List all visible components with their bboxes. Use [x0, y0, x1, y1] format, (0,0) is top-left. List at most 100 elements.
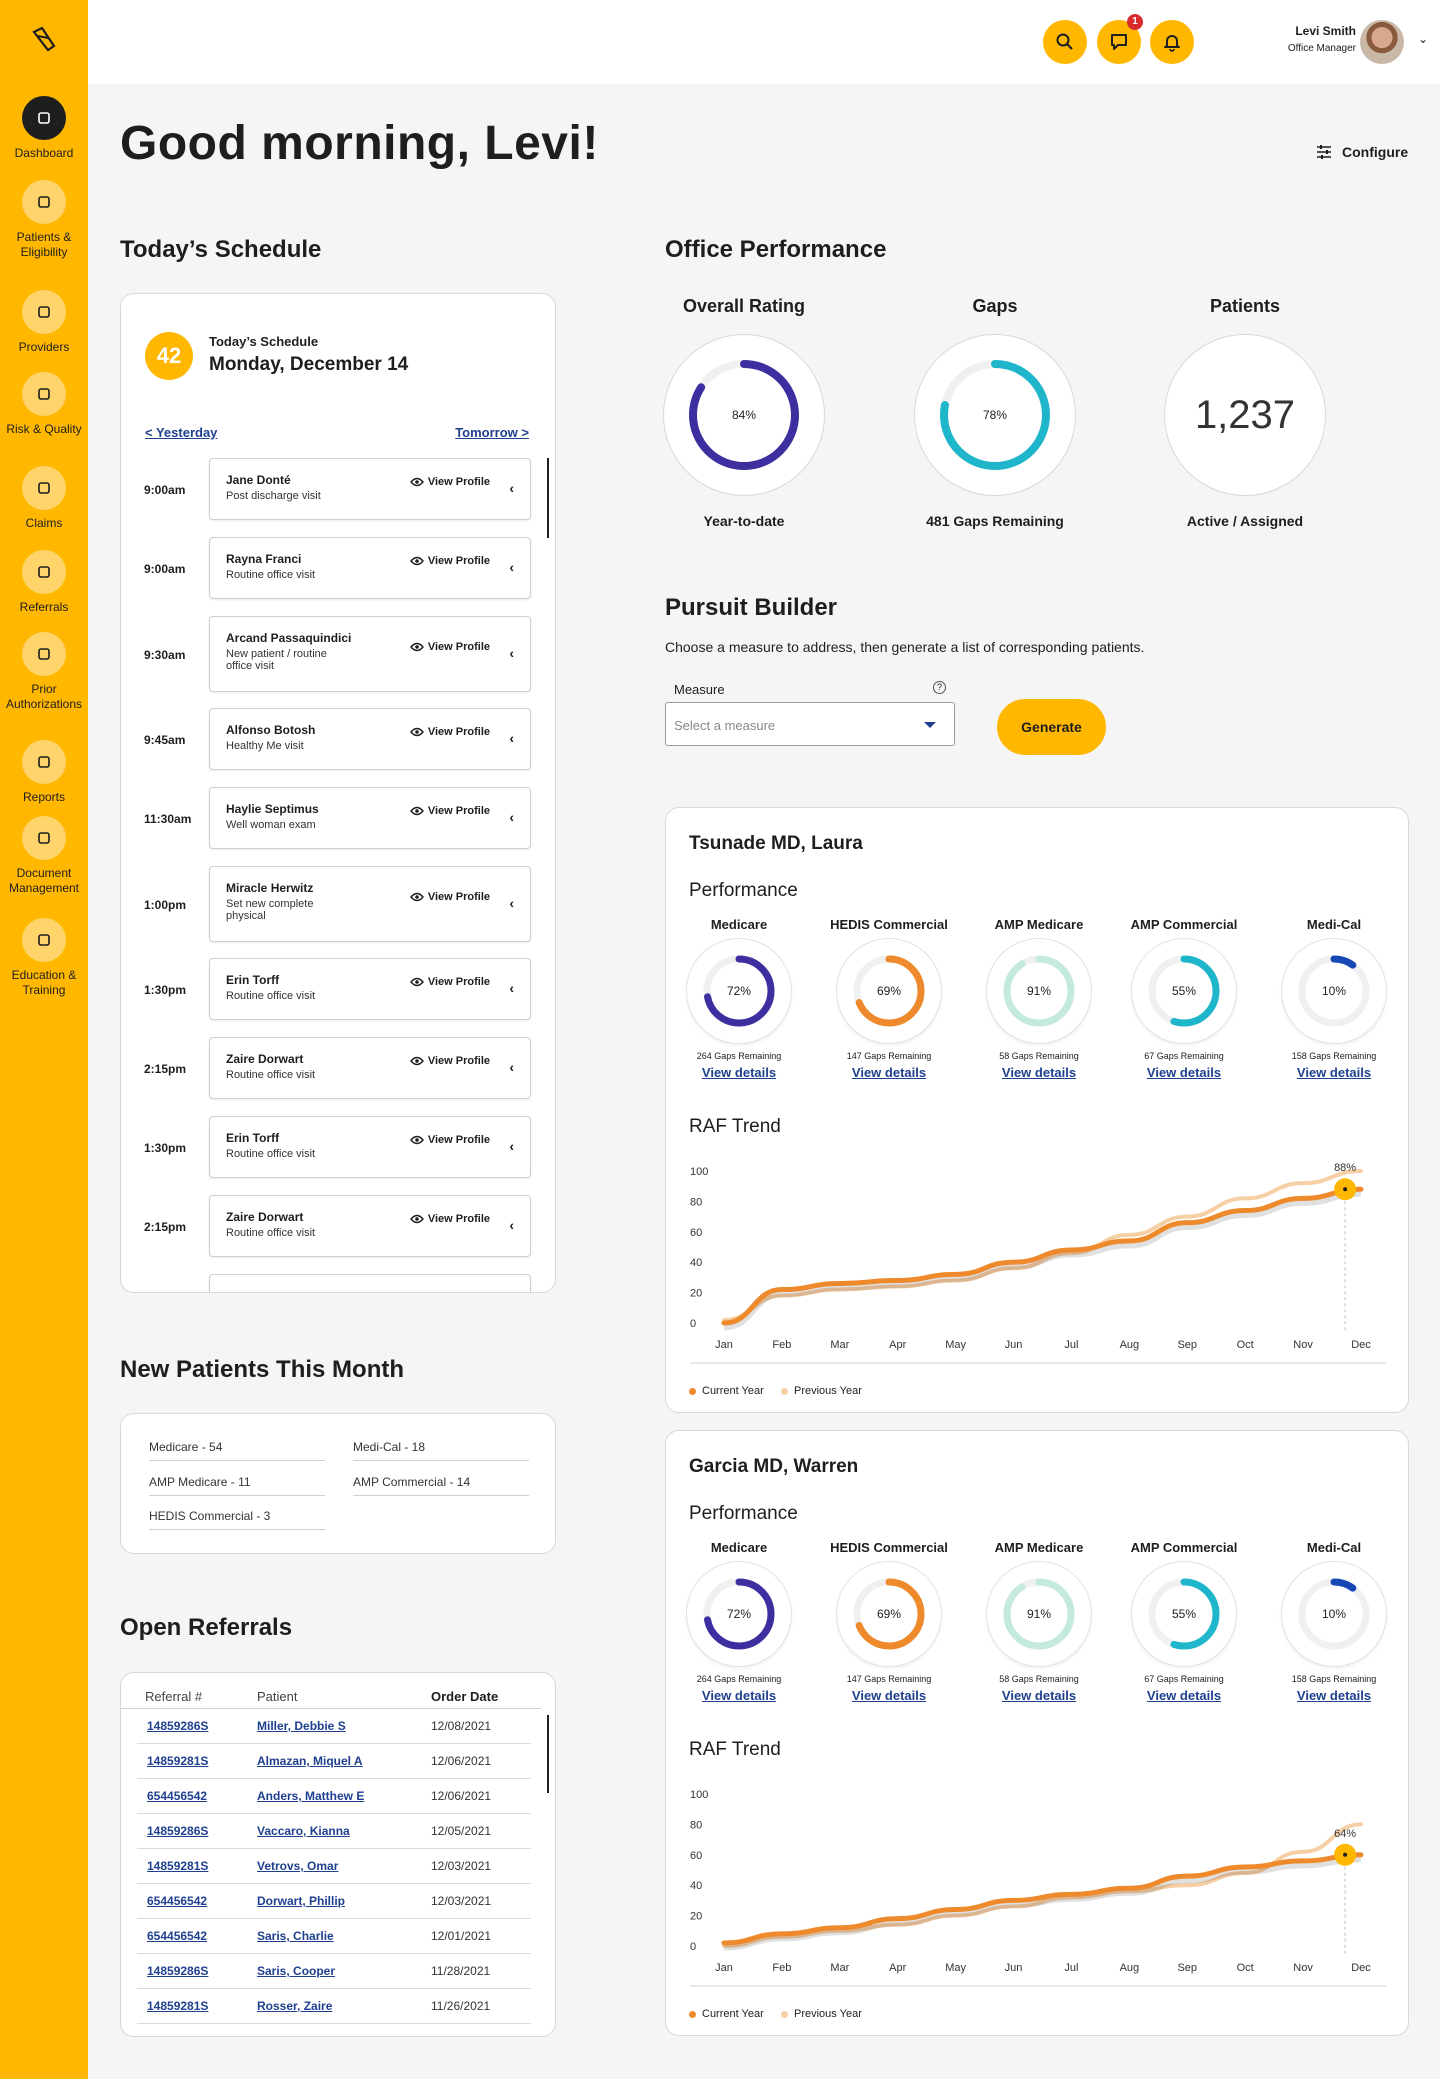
- sidebar-item-claims[interactable]: Claims: [0, 466, 88, 531]
- appointment-card[interactable]: Miracle Herwitz Set new complete physical…: [209, 866, 531, 942]
- column-header-patient: Patient: [257, 1689, 298, 1704]
- chevron-left-icon[interactable]: ‹: [509, 480, 514, 496]
- view-profile-label: View Profile: [427, 1213, 490, 1225]
- view-details-link[interactable]: View details: [701, 1065, 777, 1080]
- patient-link[interactable]: Almazan, Miquel A: [257, 1754, 363, 1768]
- chevron-left-icon[interactable]: ‹: [509, 730, 514, 746]
- referral-number-link[interactable]: 14859286S: [147, 1824, 209, 1838]
- user-role: Office Manager: [1287, 43, 1356, 54]
- chevron-left-icon[interactable]: ‹: [509, 1059, 514, 1075]
- chevron-left-icon[interactable]: ‹: [509, 980, 514, 996]
- referral-number-link[interactable]: 654456542: [147, 1789, 208, 1803]
- sidebar-item-education-training[interactable]: Education & Training: [0, 918, 88, 998]
- view-profile-link[interactable]: View Profile: [409, 1055, 490, 1067]
- appointment-card[interactable]: Alfonso Botosh Healthy Me visit View Profi…: [209, 708, 531, 770]
- referrals-scrollbar[interactable]: [547, 1715, 549, 1793]
- view-details-link[interactable]: View details: [851, 1065, 927, 1080]
- referrals-heading: Open Referrals: [120, 1614, 293, 1641]
- measure-select[interactable]: Select a measure: [665, 702, 955, 746]
- appointment-card[interactable]: Jane Donté Post discharge visit View Profi…: [209, 458, 531, 520]
- referral-number-link[interactable]: 14859281S: [147, 1754, 209, 1768]
- chevron-left-icon[interactable]: ‹: [509, 559, 514, 575]
- measure-ring: 69%: [837, 1562, 941, 1666]
- sidebar-item-prior-authorizations[interactable]: Prior Authorizations: [0, 632, 88, 712]
- appointment-time: 9:00am: [144, 562, 186, 576]
- appointment-card-partial: [209, 1274, 531, 1292]
- tomorrow-link[interactable]: Tomorrow >: [455, 425, 529, 440]
- sidebar-item-referrals[interactable]: Referrals: [0, 550, 88, 615]
- patient-link[interactable]: Vaccaro, Kianna: [257, 1824, 350, 1838]
- patient-link[interactable]: Vetrovs, Omar: [257, 1859, 339, 1873]
- referral-number-link[interactable]: 14859286S: [147, 1964, 209, 1978]
- view-profile-link[interactable]: View Profile: [409, 891, 490, 903]
- sidebar-item-risk-quality[interactable]: Risk & Quality: [0, 372, 88, 437]
- patient-link[interactable]: Anders, Matthew E: [257, 1789, 365, 1803]
- yesterday-link[interactable]: < Yesterday: [145, 425, 218, 440]
- view-details-link[interactable]: View details: [701, 1688, 777, 1703]
- chevron-left-icon[interactable]: ‹: [509, 895, 514, 911]
- view-profile-link[interactable]: View Profile: [409, 726, 490, 738]
- column-header-order-date[interactable]: Order Date: [431, 1689, 499, 1704]
- patient-link[interactable]: Saris, Cooper: [257, 1964, 336, 1978]
- sidebar-item-patients-eligibility[interactable]: Patients & Eligibility: [0, 180, 88, 260]
- patient-link[interactable]: Rosser, Zaire: [257, 1999, 333, 2013]
- view-details-link[interactable]: View details: [1296, 1065, 1372, 1080]
- sidebar-item-providers[interactable]: Providers: [0, 290, 88, 355]
- legend-swatch: [689, 2010, 696, 2018]
- patient-link[interactable]: Dorwart, Phillip: [257, 1894, 346, 1908]
- new-patients-item: HEDIS Commercial - 3: [149, 1509, 325, 1530]
- progress-arc: [1298, 1578, 1370, 1650]
- help-icon[interactable]: ?: [933, 681, 946, 694]
- generate-button[interactable]: Generate: [997, 699, 1106, 755]
- view-profile-link[interactable]: View Profile: [409, 1134, 490, 1146]
- view-details-link[interactable]: View details: [1296, 1688, 1372, 1703]
- appointment-card[interactable]: Arcand Passaquindici New patient / routin…: [209, 616, 531, 692]
- patient-link[interactable]: Miller, Debbie S: [257, 1719, 346, 1733]
- view-profile-link[interactable]: View Profile: [409, 641, 490, 653]
- chevron-left-icon[interactable]: ‹: [509, 1138, 514, 1154]
- appointment-card[interactable]: Haylie Septimus Well woman exam View Profi…: [209, 787, 531, 849]
- referral-number-link[interactable]: 14859281S: [147, 1859, 209, 1873]
- view-details-link[interactable]: View details: [1146, 1688, 1222, 1703]
- appointment-card[interactable]: Erin Torff Routine office visit View Profi…: [209, 1116, 531, 1178]
- search-button[interactable]: [1043, 20, 1087, 64]
- sidebar-item-document-management[interactable]: Document Management: [0, 816, 88, 896]
- view-profile-link[interactable]: View Profile: [409, 1213, 490, 1225]
- patient-link[interactable]: Saris, Charlie: [257, 1929, 334, 1943]
- view-profile-link[interactable]: View Profile: [409, 555, 490, 567]
- measure-label: HEDIS Commercial: [830, 1540, 948, 1555]
- chevron-left-icon[interactable]: ‹: [509, 809, 514, 825]
- referral-number-link[interactable]: 14859281S: [147, 1999, 209, 2013]
- current-year-line-shadow: [723, 1189, 1362, 1331]
- schedule-scrollbar[interactable]: [547, 458, 549, 538]
- messages-button[interactable]: 1: [1097, 14, 1143, 64]
- user-menu[interactable]: Levi Smith Office Manager ⌄: [1258, 18, 1428, 66]
- patients-title: Patients: [1209, 296, 1281, 316]
- view-details-link[interactable]: View details: [1001, 1688, 1077, 1703]
- referral-number-link[interactable]: 14859286S: [147, 1719, 209, 1733]
- sidebar-item-reports[interactable]: Reports: [0, 740, 88, 805]
- sidebar-item-dashboard[interactable]: Dashboard: [0, 96, 88, 161]
- view-profile-link[interactable]: View Profile: [409, 805, 490, 817]
- view-details-link[interactable]: View details: [1001, 1065, 1077, 1080]
- chevron-left-icon[interactable]: ‹: [509, 1217, 514, 1233]
- appointment-card[interactable]: Zaire Dorwart Routine office visit View Pr…: [209, 1195, 531, 1257]
- sidebar-item-label: Prior Authorizations: [5, 682, 83, 711]
- notifications-button[interactable]: [1150, 20, 1194, 64]
- view-profile-link[interactable]: View Profile: [409, 976, 490, 988]
- app-logo[interactable]: [28, 24, 60, 56]
- referral-number-link[interactable]: 654456542: [147, 1894, 208, 1908]
- configure-button[interactable]: Configure: [1316, 144, 1408, 160]
- view-profile-link[interactable]: View Profile: [409, 476, 490, 488]
- view-details-link[interactable]: View details: [851, 1688, 927, 1703]
- chevron-left-icon[interactable]: ‹: [509, 645, 514, 661]
- measure-label: Medicare: [710, 1540, 768, 1555]
- appointment-card[interactable]: Erin Torff Routine office visit View Profi…: [209, 958, 531, 1020]
- gaps-value: 78%: [982, 408, 1008, 422]
- appointment-card[interactable]: Rayna Franci Routine office visit View Pro…: [209, 537, 531, 599]
- appointment-card[interactable]: Zaire Dorwart Routine office visit View Pr…: [209, 1037, 531, 1099]
- pursuit-builder-description: Choose a measure to address, then genera…: [665, 639, 1145, 655]
- x-tick-label: Dec: [1351, 1962, 1371, 1974]
- referral-number-link[interactable]: 654456542: [147, 1929, 208, 1943]
- view-details-link[interactable]: View details: [1146, 1065, 1222, 1080]
